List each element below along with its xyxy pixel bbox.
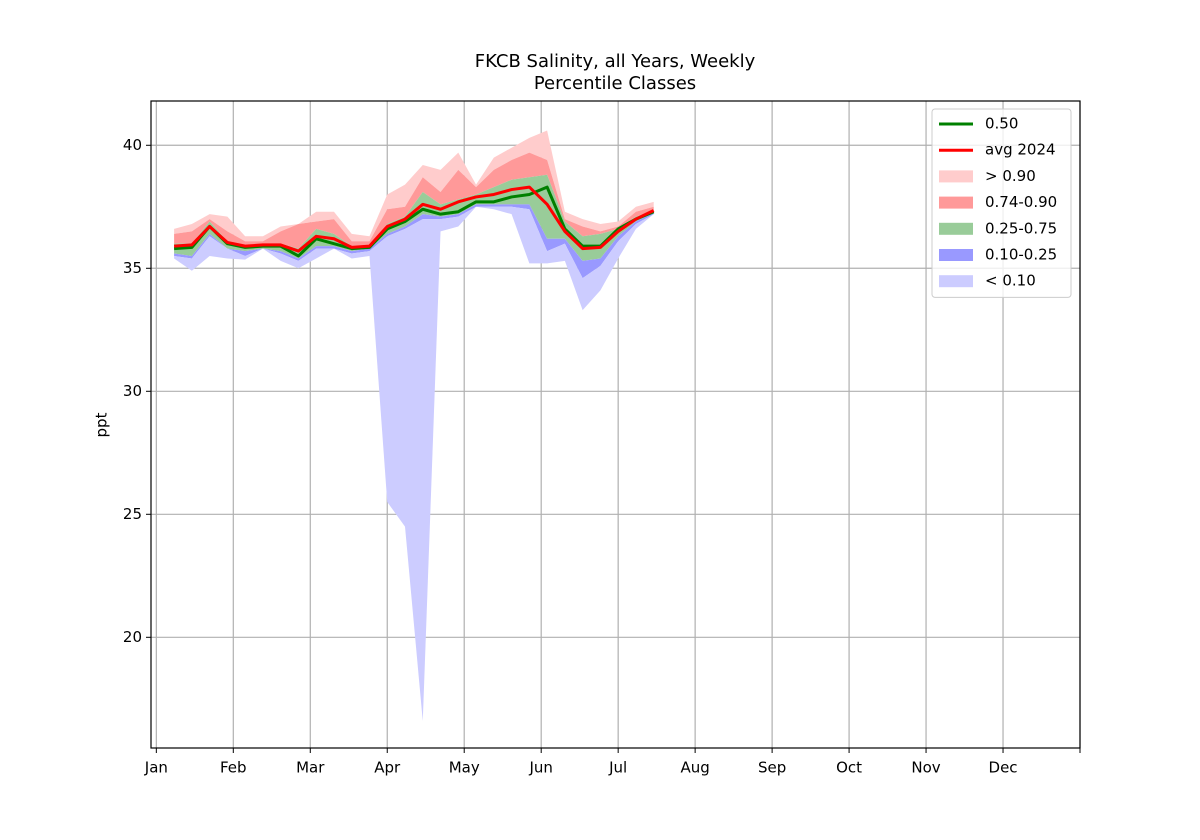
legend-patch [939,196,973,209]
chart-subtitle: Percentile Classes [534,73,696,94]
x-tick-label: Jun [528,759,552,777]
x-tick-label: Jul [608,759,627,777]
legend-patch [939,275,973,288]
legend-label: < 0.10 [985,272,1036,290]
legend-label: avg 2024 [985,141,1056,159]
percentile-band [174,130,654,242]
x-tick-label: Mar [296,759,325,777]
y-tick-label: 35 [123,259,142,277]
percentile-band [174,152,654,249]
y-tick-label: 40 [123,136,142,154]
legend-label: 0.25-0.75 [985,219,1057,237]
percentile-band [174,174,654,261]
plot-frame [150,100,1081,749]
x-tick-label: Dec [989,759,1018,777]
line [173,185,655,253]
y-tick-label: 25 [123,505,142,523]
x-tick-label: Sep [758,759,786,777]
x-tick-label: May [449,759,480,777]
y-tick-label: 30 [123,382,142,400]
y-tick-label: 20 [123,628,142,646]
legend-patch [939,222,973,235]
percentile-band [174,206,654,721]
legend-patch [939,249,973,261]
legend-patch [939,170,973,183]
legend: 0.50 avg 2024 > 0.90 0.74-0.90 0.25-0.75 0.10… [931,108,1072,298]
percentile-band [174,204,654,279]
x-tick-label: Oct [836,759,862,777]
chart-title: FKCB Salinity, all Years, Weekly [475,51,756,72]
legend-label: 0.50 [985,115,1018,133]
legend-label: > 0.90 [985,167,1036,185]
x-tick-label: Apr [374,759,401,777]
y-axis-label: ppt [93,412,111,437]
x-tick-label: Nov [911,759,940,777]
x-tick-label: Jan [144,759,168,777]
legend-label: 0.10-0.25 [985,246,1057,264]
x-tick-label: Feb [220,759,247,777]
legend-label: 0.74-0.90 [985,193,1057,211]
x-tick-label: Aug [680,759,709,777]
